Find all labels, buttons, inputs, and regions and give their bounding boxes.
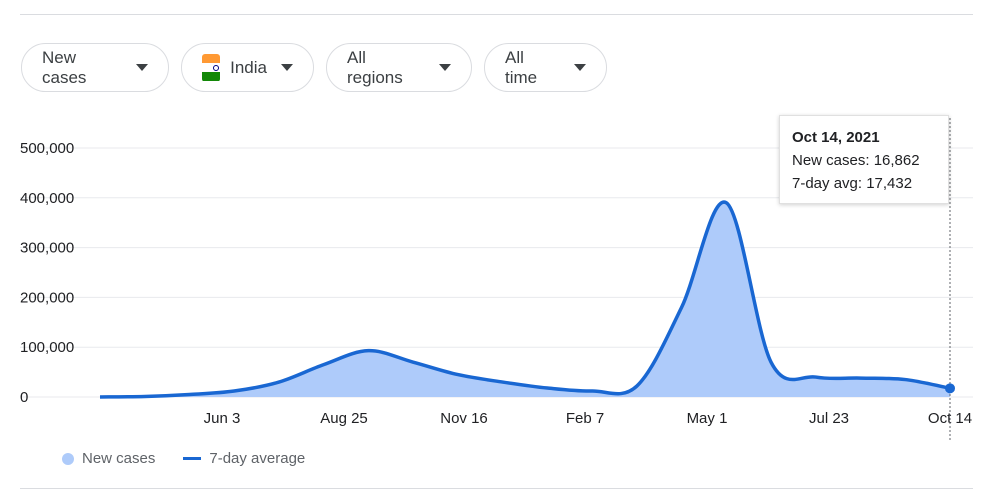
x-tick-label: Feb 7 <box>566 410 604 427</box>
new-cases-legend-label: New cases <box>82 450 156 467</box>
country-dropdown-label: India <box>230 57 267 77</box>
x-tick-label: Jun 3 <box>204 410 241 427</box>
metric-dropdown[interactable]: New cases <box>21 43 169 92</box>
region-dropdown-label: All regions <box>347 47 403 87</box>
x-tick-label: Nov 16 <box>440 410 488 427</box>
metric-dropdown-label: New cases <box>42 47 87 87</box>
new-cases-area <box>100 202 950 397</box>
x-tick-label: May 1 <box>687 410 728 427</box>
chart-tooltip: Oct 14, 2021 New cases: 16,862 7-day avg… <box>779 115 949 204</box>
timerange-dropdown-label: All time <box>505 47 538 87</box>
timerange-dropdown[interactable]: All time <box>484 43 607 92</box>
hover-point <box>945 383 955 394</box>
y-tick-label: 500,000 <box>20 140 74 157</box>
cases-chart: 0 100,000 200,000 300,000 400,000 500,000 Jun … <box>20 118 973 440</box>
average-legend-label: 7-day average <box>209 450 306 467</box>
new-cases-legend-swatch <box>62 452 74 465</box>
chevron-down-icon <box>439 64 451 71</box>
chevron-down-icon <box>136 64 148 71</box>
region-dropdown[interactable]: All regions <box>326 43 472 92</box>
tooltip-new-cases: New cases: 16,862 <box>792 152 920 169</box>
y-tick-label: 400,000 <box>20 190 74 207</box>
tooltip-average: 7-day avg: 17,432 <box>792 175 913 192</box>
y-tick-label: 300,000 <box>20 240 74 257</box>
india-flag-icon <box>202 53 221 82</box>
average-line <box>99 200 951 399</box>
top-divider <box>20 14 973 15</box>
y-tick-label: 0 <box>20 389 28 406</box>
tooltip-date: Oct 14, 2021 <box>792 129 880 146</box>
chevron-down-icon <box>574 64 586 71</box>
bottom-divider <box>20 488 973 489</box>
chevron-down-icon <box>281 64 293 71</box>
x-tick-label: Jul 23 <box>809 410 849 427</box>
y-tick-label: 100,000 <box>20 339 74 356</box>
country-dropdown[interactable]: India <box>181 43 314 92</box>
x-tick-label: Aug 25 <box>320 410 368 427</box>
average-legend-swatch <box>183 457 202 460</box>
chart-legend: New cases 7-day average <box>62 450 305 467</box>
y-tick-label: 200,000 <box>20 289 74 306</box>
